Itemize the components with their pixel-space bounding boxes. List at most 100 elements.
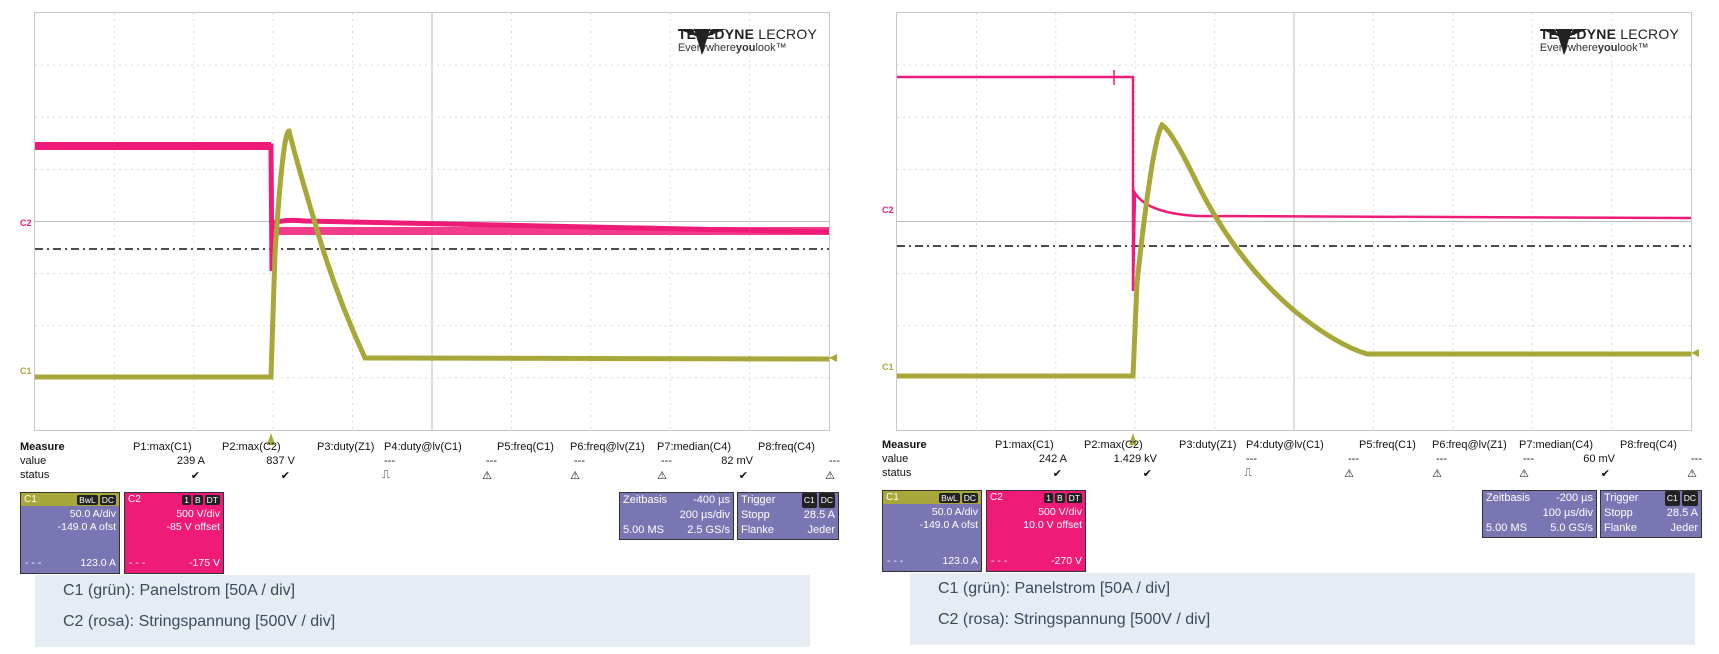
status-icon: ⚠ xyxy=(657,470,667,482)
measure-value: --- xyxy=(1691,453,1702,465)
c2-scale: 500 V/div xyxy=(1038,506,1082,518)
trigger-box[interactable]: Trigger C1 DC Stopp 28.5 A Flanke Jeder xyxy=(1600,490,1702,538)
status-icon: ⚠ xyxy=(1687,468,1697,480)
measure-name: P7:median(C4) xyxy=(1519,439,1593,451)
measure-table: Measure P1:max(C1) P2:max(C2) P3:duty(Z1… xyxy=(882,439,1702,481)
measure-name: P8:freq(C4) xyxy=(1620,439,1677,451)
trigger-edge: Jeder xyxy=(807,524,835,536)
timebase-samples: 5.00 MS xyxy=(623,524,664,536)
c2-trace-band xyxy=(35,142,271,150)
c2-channel-marker: C2 xyxy=(882,205,894,215)
trigger-edge: Jeder xyxy=(1670,522,1698,534)
measure-value-row: value 239 A 837 V --- --- --- --- 82 mV … xyxy=(20,455,840,469)
measure-table: Measure P1:max(C1) P2:max(C2) P3:duty(Z1… xyxy=(20,441,840,483)
c2-tag: 1 xyxy=(182,494,191,505)
timebase-box[interactable]: Zeitbasis -400 µs 200 µs/div 5.00 MS 2.5 G… xyxy=(619,492,734,540)
trigger-level: 28.5 A xyxy=(1666,507,1698,519)
measure-value: 60 mV xyxy=(1583,453,1615,465)
measure-value: 242 A xyxy=(1038,453,1067,465)
status-icon: ⚠ xyxy=(1432,468,1442,480)
caption-box: C1 (grün): Panelstrom [50A / div] C2 (ro… xyxy=(35,575,810,647)
measure-value: 239 A xyxy=(176,455,205,467)
caption-box: C1 (grün): Panelstrom [50A / div] C2 (ro… xyxy=(910,573,1695,645)
timebase-perdiv: 100 µs/div xyxy=(1542,507,1593,519)
measure-name: P1:max(C1) xyxy=(133,441,192,453)
measure-name: P2:max(C2) xyxy=(1084,439,1143,451)
trigger-tag: C1 xyxy=(801,493,817,508)
c2-channel-box[interactable]: C2 1 B DT 500 V/div 10.0 V offset - - - -27… xyxy=(986,490,1086,572)
value-label: value xyxy=(882,453,909,465)
c1-box-label: C1 xyxy=(886,492,899,503)
measure-name: P1:max(C1) xyxy=(995,439,1054,451)
c2-box-label: C2 xyxy=(990,492,1003,503)
caption-line: C1 (grün): Panelstrom [50A / div] xyxy=(938,580,1171,597)
bwl-tag: BwL xyxy=(77,494,98,505)
c1-channel-box[interactable]: C1 BwL DC 50.0 A/div -149.0 A ofst - - - 1… xyxy=(20,492,120,574)
c1-dash: - - - xyxy=(887,555,904,567)
c2-offset: -85 V offset xyxy=(166,521,220,533)
dc-tag: DC xyxy=(961,492,978,503)
bwl-tag: BwL xyxy=(939,492,960,503)
measure-name: P8:freq(C4) xyxy=(758,441,815,453)
trigger-box[interactable]: Trigger C1 DC Stopp 28.5 A Flanke Jeder xyxy=(737,492,839,540)
measure-title: Measure xyxy=(20,441,65,453)
status-icon: ⎍ xyxy=(382,469,390,481)
measure-name: P4:duty@lv(C1) xyxy=(384,441,462,453)
status-label: status xyxy=(882,467,912,479)
teledyne-lecroy-logo: TELEDYNE LECROY Everywhereyoulook™ xyxy=(1539,27,1679,55)
status-icon: ⚠ xyxy=(570,470,580,482)
trigger-mode: Stopp xyxy=(1604,507,1633,519)
c2-tag: DT xyxy=(1066,492,1082,503)
waveform-grid: TELEDYNE LECROY Everywhereyoulook™ xyxy=(34,12,837,445)
timebase-perdiv: 200 µs/div xyxy=(679,509,730,521)
measure-name: P3:duty(Z1) xyxy=(1179,439,1237,451)
level-marker xyxy=(829,354,837,362)
c1-dash: - - - xyxy=(25,557,42,569)
c2-tag: DT xyxy=(204,494,220,505)
timebase-box[interactable]: Zeitbasis -200 µs 100 µs/div 5.00 MS 5.0 G… xyxy=(1482,490,1597,538)
c1-offset: -149.0 A ofst xyxy=(919,519,978,531)
measure-value: --- xyxy=(1436,453,1447,465)
status-label: status xyxy=(20,469,50,481)
trigger-tag: DC xyxy=(818,493,835,508)
c2-trace xyxy=(35,143,830,272)
timebase-samples: 5.00 MS xyxy=(1486,522,1527,534)
measure-value: --- xyxy=(1523,453,1534,465)
trigger-edge-label: Flanke xyxy=(741,524,775,536)
status-icon: ⚠ xyxy=(482,470,492,482)
measure-status-row: status ✔ ✔ ⎍ ⚠ ⚠ ⚠ ✔ ⚠ xyxy=(882,467,1702,481)
caption-line: C2 (rosa): Stringspannung [500V / div] xyxy=(63,613,336,630)
value-label: value xyxy=(20,455,47,467)
trigger-label: Trigger xyxy=(741,494,776,506)
measure-name: P3:duty(Z1) xyxy=(317,441,375,453)
status-icon: ✔ xyxy=(1142,468,1152,480)
measure-value: --- xyxy=(1246,453,1257,465)
trigger-tag: DC xyxy=(1681,491,1698,506)
trigger-mode: Stopp xyxy=(741,509,770,521)
trigger-edge-label: Flanke xyxy=(1604,522,1638,534)
c2-bottom-value: -175 V xyxy=(189,557,220,569)
c2-channel-box[interactable]: C2 1 B DT 500 V/div -85 V offset - - - -175… xyxy=(124,492,224,574)
caption-line: C1 (grün): Panelstrom [50A / div] xyxy=(63,582,296,599)
dc-tag: DC xyxy=(99,494,116,505)
c1-trace xyxy=(35,128,830,380)
timebase-label: Zeitbasis xyxy=(1486,492,1531,504)
c1-channel-marker: C1 xyxy=(882,362,894,372)
c2-channel-marker: C2 xyxy=(20,218,32,228)
c1-scale: 50.0 A/div xyxy=(931,506,978,518)
status-icon: ⚠ xyxy=(825,470,835,482)
level-marker xyxy=(1691,349,1699,357)
measure-value: 1.429 kV xyxy=(1113,453,1157,465)
teledyne-lecroy-logo: TELEDYNE LECROY Everywhereyoulook™ xyxy=(677,27,817,55)
c1-channel-box[interactable]: C1 BwL DC 50.0 A/div -149.0 A ofst - - - 1… xyxy=(882,490,982,572)
c2-dash: - - - xyxy=(991,555,1008,567)
measure-name: P5:freq(C1) xyxy=(497,441,554,453)
c1-scale: 50.0 A/div xyxy=(69,508,116,520)
measure-value: --- xyxy=(1348,453,1359,465)
c2-tag: B xyxy=(1054,492,1065,503)
timebase-delay: -200 µs xyxy=(1556,492,1593,504)
measure-name: P4:duty@lv(C1) xyxy=(1246,439,1324,451)
c1-box-label: C1 xyxy=(24,494,37,505)
scope-screenshot-left: TELEDYNE LECROY Everywhereyoulook™ C2 C1… xyxy=(20,12,840,647)
measure-value: 837 V xyxy=(266,455,295,467)
